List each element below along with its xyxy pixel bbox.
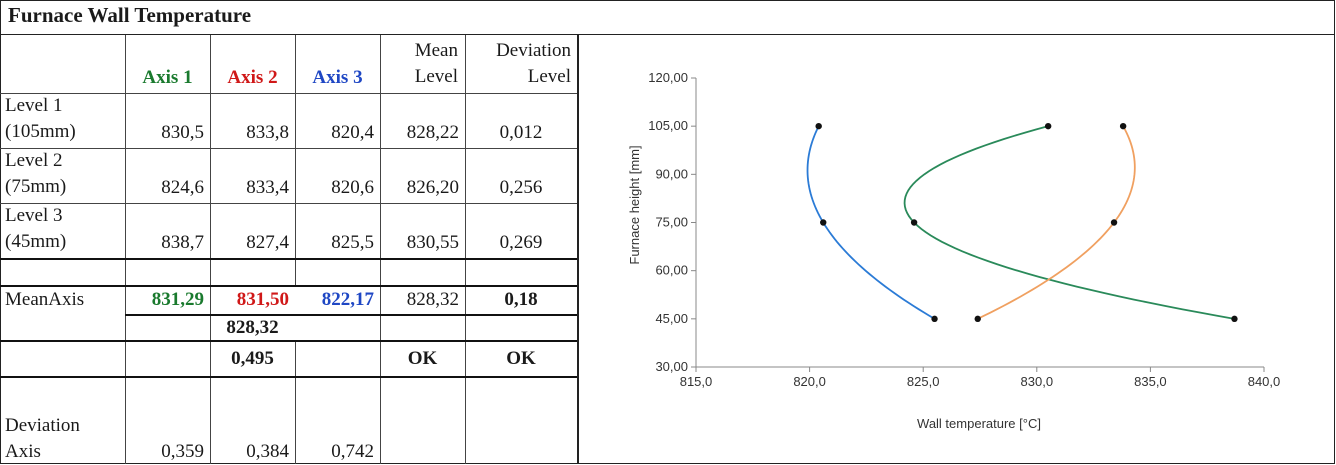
deviation-axis-2: 0,384 bbox=[246, 441, 289, 462]
row-divider bbox=[0, 93, 577, 94]
x-tick-label: 825,0 bbox=[907, 374, 940, 389]
y-tick-label: 45,00 bbox=[655, 311, 688, 326]
col-divider bbox=[295, 35, 296, 285]
col-divider bbox=[465, 35, 466, 464]
level-1-axis-2: 833,8 bbox=[246, 122, 289, 143]
row-label-line-2: (75mm) bbox=[5, 176, 67, 197]
x-tick-label: 815,0 bbox=[680, 374, 713, 389]
mean-axis-1: 831,29 bbox=[151, 289, 204, 310]
row-label-line-1: Level 2 bbox=[5, 150, 63, 171]
page-title: Furnace Wall Temperature bbox=[8, 3, 252, 27]
y-tick-label: 90,00 bbox=[655, 166, 688, 181]
x-tick-label: 835,0 bbox=[1134, 374, 1167, 389]
mean-axis-2: 831,50 bbox=[236, 289, 289, 310]
row-divider bbox=[0, 285, 577, 287]
mean-axis-mean: 828,32 bbox=[406, 289, 459, 310]
header-axis-1: Axis 1 bbox=[142, 67, 193, 88]
level-1-deviation: 0,012 bbox=[499, 122, 543, 143]
header-deviation-level-line-1: Deviation bbox=[496, 40, 571, 61]
chart-axes: 30,00 45,00 60,00 75,00 90,00 105,00 120,00 815… bbox=[648, 70, 1280, 389]
mean-axis-deviation: 0,18 bbox=[504, 289, 538, 310]
header-mean-level-line-2: Level bbox=[414, 66, 458, 87]
col-divider bbox=[210, 35, 211, 464]
level-2-mean: 826,20 bbox=[406, 177, 459, 198]
header-axis-3: Axis 3 bbox=[312, 67, 363, 88]
chart-panel: 30,00 45,00 60,00 75,00 90,00 105,00 120,00 815… bbox=[577, 35, 1335, 464]
data-point bbox=[815, 122, 822, 130]
y-tick-label: 105,00 bbox=[648, 118, 688, 133]
y-axis-title: Furnace height [mm] bbox=[627, 145, 642, 264]
row-label-line-1: Level 1 bbox=[5, 95, 63, 116]
data-table: Axis 1 Axis 2 Axis 3 Mean Level Deviatio… bbox=[0, 35, 577, 464]
deviation-axis-label-line-2: Axis bbox=[5, 441, 41, 462]
temperature-profile-chart: 30,00 45,00 60,00 75,00 90,00 105,00 120,00 815… bbox=[627, 70, 1280, 431]
y-tick-label: 30,00 bbox=[655, 359, 688, 374]
col-divider bbox=[295, 340, 296, 464]
header-axis-2: Axis 2 bbox=[227, 67, 278, 88]
level-3-axis-3: 825,5 bbox=[331, 232, 374, 253]
ok-mean-badge: OK bbox=[407, 348, 438, 369]
mean-axis-3: 822,17 bbox=[321, 289, 374, 310]
header-mean-level-line-1: Mean bbox=[414, 40, 458, 61]
level-3-deviation: 0,269 bbox=[499, 232, 543, 253]
level-3-mean: 830,55 bbox=[406, 232, 459, 253]
y-tick-label: 75,00 bbox=[655, 215, 688, 230]
data-point bbox=[820, 219, 827, 226]
level-2-deviation: 0,256 bbox=[499, 177, 543, 198]
data-point bbox=[1110, 219, 1118, 226]
col-divider bbox=[380, 35, 381, 464]
chart-series bbox=[806, 122, 1238, 323]
y-tick-label: 120,00 bbox=[648, 70, 688, 85]
series-line-2 bbox=[903, 125, 1235, 320]
deviation-axis-label-line-1: Deviation bbox=[5, 415, 80, 436]
ok-deviation-badge: OK bbox=[506, 348, 536, 369]
level-2-axis-2: 833,4 bbox=[246, 177, 289, 198]
title-row: Furnace Wall Temperature bbox=[0, 0, 1335, 35]
level-2-axis-3: 820,6 bbox=[331, 177, 374, 198]
data-point bbox=[1119, 122, 1127, 130]
deviation-axis-1: 0,359 bbox=[161, 441, 204, 462]
data-point bbox=[910, 219, 918, 226]
level-1-axis-3: 820,4 bbox=[331, 122, 374, 143]
row-label-line-2: (45mm) bbox=[5, 231, 67, 252]
data-point bbox=[1231, 315, 1238, 323]
row-divider bbox=[0, 340, 577, 342]
overall-mean: 828,32 bbox=[226, 317, 279, 338]
row-divider bbox=[0, 148, 577, 149]
data-point bbox=[1044, 122, 1052, 130]
row-divider bbox=[0, 203, 577, 204]
row-label-line-2: (105mm) bbox=[5, 121, 76, 142]
level-1-axis-1: 830,5 bbox=[161, 122, 204, 143]
mean-axis-label: MeanAxis bbox=[5, 289, 85, 310]
level-3-axis-2: 827,4 bbox=[246, 232, 289, 253]
y-tick-label: 60,00 bbox=[655, 263, 688, 278]
level-3-axis-1: 838,7 bbox=[161, 232, 204, 253]
data-point bbox=[931, 315, 938, 323]
row-divider bbox=[125, 314, 577, 316]
row-divider bbox=[0, 258, 577, 260]
x-axis-title: Wall temperature [°C] bbox=[917, 416, 1041, 431]
x-tick-label: 840,0 bbox=[1248, 374, 1281, 389]
overall-deviation: 0,495 bbox=[231, 348, 274, 369]
deviation-axis-3: 0,742 bbox=[331, 441, 374, 462]
row-divider bbox=[0, 376, 577, 378]
x-tick-label: 820,0 bbox=[793, 374, 826, 389]
col-divider bbox=[125, 35, 126, 464]
level-2-axis-1: 824,6 bbox=[161, 177, 204, 198]
level-1-mean: 828,22 bbox=[406, 122, 459, 143]
row-label-line-1: Level 3 bbox=[5, 205, 63, 226]
data-point bbox=[974, 315, 981, 323]
x-tick-label: 830,0 bbox=[1021, 374, 1054, 389]
header-deviation-level-line-2: Level bbox=[527, 66, 571, 87]
